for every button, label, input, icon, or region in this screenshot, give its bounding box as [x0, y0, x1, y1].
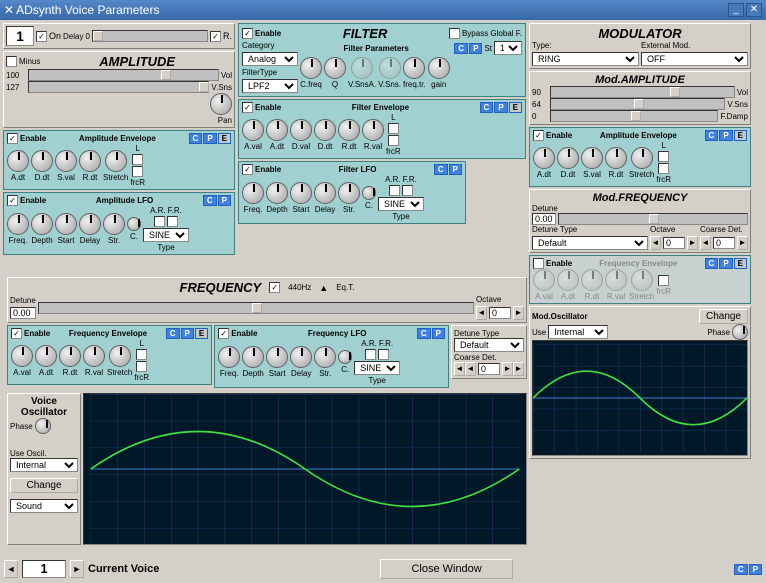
- depth-knob[interactable]: [31, 213, 53, 235]
- foot-voice-num: 1: [22, 560, 66, 578]
- amp-title: AMPLITUDE: [42, 54, 232, 69]
- start-knob[interactable]: [55, 213, 77, 235]
- st-select[interactable]: 1x: [494, 41, 522, 55]
- modosc-change[interactable]: Change: [699, 309, 748, 324]
- filter-check[interactable]: ✓: [242, 28, 253, 39]
- 440hz-check[interactable]: ✓: [269, 282, 280, 293]
- rdt-knob[interactable]: [79, 150, 101, 172]
- delay-val: 0: [85, 32, 89, 41]
- vol-label: Vol: [221, 71, 232, 80]
- vsns-slider[interactable]: [28, 81, 209, 93]
- vol-val: 100: [6, 71, 26, 80]
- modenv-check[interactable]: ✓: [533, 130, 544, 141]
- amplfo-check[interactable]: ✓: [7, 195, 18, 206]
- ampenv-check[interactable]: ✓: [7, 133, 18, 144]
- l-check[interactable]: [132, 154, 143, 165]
- det-slider[interactable]: [38, 302, 474, 314]
- close-window-button[interactable]: Close Window: [380, 559, 512, 579]
- on-checkbox[interactable]: ✓: [36, 31, 47, 42]
- freqtr-knob[interactable]: [403, 57, 425, 79]
- close-button[interactable]: ✕: [746, 3, 762, 17]
- modvsns-slider[interactable]: [550, 98, 725, 110]
- bypass-check[interactable]: [449, 28, 460, 39]
- e-badge[interactable]: E: [218, 133, 231, 144]
- app-icon: ✕: [4, 3, 14, 17]
- prev-voice[interactable]: ◄: [4, 560, 18, 578]
- freq-knob[interactable]: [7, 213, 29, 235]
- window-title: ADsynth Voice Parameters: [14, 3, 726, 17]
- vsns-label: V.Sns: [211, 83, 232, 92]
- current-voice-label: Current Voice: [88, 563, 159, 575]
- ampenv-en: Enable: [20, 134, 46, 143]
- p-badge[interactable]: P: [203, 133, 216, 144]
- cfreq-knob[interactable]: [300, 57, 322, 79]
- modfd-slider[interactable]: [550, 110, 718, 122]
- frc-check[interactable]: [132, 166, 143, 177]
- amplfo-en: Enable: [20, 196, 46, 205]
- minus-check[interactable]: [6, 56, 17, 67]
- ft-select[interactable]: LPF2: [242, 79, 298, 93]
- pan-label: Pan: [218, 116, 232, 125]
- eqt-icon[interactable]: ▲: [319, 283, 328, 293]
- sound-select[interactable]: Sound: [10, 499, 78, 513]
- str-knob[interactable]: [103, 213, 125, 235]
- ampenv-title: Amplitude Envelope: [48, 134, 186, 143]
- r-label: R.: [223, 31, 232, 41]
- moddet-slider[interactable]: [558, 213, 748, 225]
- vsns2-knob[interactable]: [379, 57, 401, 79]
- on-label: On: [49, 31, 61, 41]
- c-badge[interactable]: C: [189, 133, 203, 144]
- freq-title: FREQUENCY: [180, 280, 262, 295]
- minimize-button[interactable]: _: [728, 3, 744, 17]
- delay-slider[interactable]: [92, 30, 208, 42]
- vsnsa-knob[interactable]: [351, 57, 373, 79]
- minus-label: Minus: [19, 57, 40, 66]
- gain-knob[interactable]: [428, 57, 450, 79]
- c-knob[interactable]: [127, 217, 141, 231]
- modvol-slider[interactable]: [550, 86, 735, 98]
- r-checkbox[interactable]: ✓: [210, 31, 221, 42]
- lfo-type-select[interactable]: SINE: [143, 228, 189, 242]
- phase-knob[interactable]: [35, 418, 51, 434]
- stretch-knob[interactable]: [105, 150, 127, 172]
- q-knob[interactable]: [324, 57, 346, 79]
- filter-title: FILTER: [283, 26, 447, 41]
- vsns-val: 127: [6, 83, 26, 92]
- pan-knob[interactable]: [210, 93, 232, 115]
- next-voice[interactable]: ►: [70, 560, 84, 578]
- vol-slider[interactable]: [28, 69, 219, 81]
- delay-label: Delay: [63, 32, 83, 41]
- sval-knob[interactable]: [55, 150, 77, 172]
- flfo-check[interactable]: ✓: [242, 164, 253, 175]
- modtype-select[interactable]: RING: [532, 52, 639, 66]
- fenv-check[interactable]: ✓: [242, 102, 253, 113]
- mod-scope: [532, 340, 748, 456]
- modfenv-check[interactable]: [533, 258, 544, 269]
- useosc-select[interactable]: Internal: [10, 458, 78, 472]
- extmod-select[interactable]: OFF: [641, 52, 748, 66]
- adt-knob[interactable]: [7, 150, 29, 172]
- ddt-knob[interactable]: [31, 150, 53, 172]
- amplfo-title: Amplitude LFO: [48, 196, 201, 205]
- delay-knob[interactable]: [79, 213, 101, 235]
- voice-number: 1: [6, 26, 34, 46]
- change-button[interactable]: Change: [10, 478, 78, 493]
- voice-scope: [83, 393, 527, 545]
- titlebar: ✕ ADsynth Voice Parameters _ ✕: [0, 0, 766, 20]
- mod-title: MODULATOR: [598, 26, 681, 41]
- cat-select[interactable]: Analog: [242, 52, 298, 66]
